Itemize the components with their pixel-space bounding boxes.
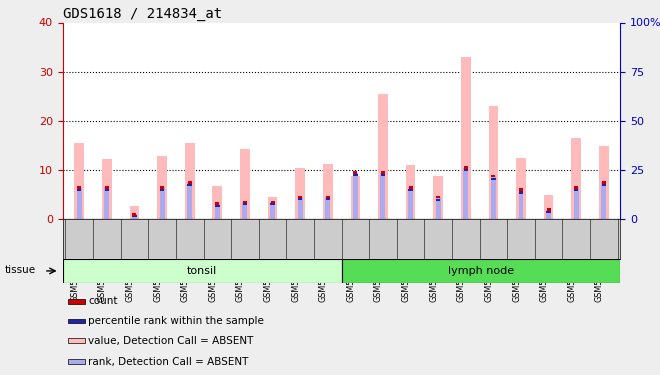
Bar: [492, 175, 496, 177]
Bar: [160, 188, 164, 219]
Bar: [463, 169, 468, 171]
Bar: [574, 188, 579, 219]
Bar: [519, 188, 523, 191]
Bar: [132, 214, 137, 219]
Bar: [519, 190, 523, 219]
Bar: [464, 166, 468, 169]
Bar: [243, 201, 247, 203]
Bar: [157, 156, 167, 219]
Bar: [491, 177, 496, 180]
Bar: [602, 181, 606, 184]
Bar: [295, 168, 305, 219]
Text: percentile rank within the sample: percentile rank within the sample: [88, 316, 264, 326]
Bar: [491, 176, 496, 219]
Bar: [381, 171, 385, 174]
Bar: [270, 202, 275, 219]
Bar: [187, 184, 192, 186]
Bar: [298, 197, 303, 219]
Bar: [602, 184, 606, 186]
Bar: [574, 189, 578, 191]
Text: GDS1618 / 214834_at: GDS1618 / 214834_at: [63, 8, 222, 21]
Bar: [488, 106, 498, 219]
Bar: [353, 172, 358, 219]
Bar: [242, 202, 248, 219]
Bar: [436, 199, 440, 201]
Bar: [187, 181, 191, 184]
Bar: [132, 215, 137, 217]
Bar: [68, 338, 85, 343]
Bar: [77, 186, 81, 189]
Bar: [546, 210, 551, 213]
Bar: [353, 174, 358, 176]
Bar: [105, 186, 109, 189]
Bar: [77, 188, 82, 219]
Bar: [380, 172, 385, 219]
Bar: [409, 186, 412, 189]
Bar: [406, 165, 415, 219]
Bar: [213, 186, 222, 219]
Text: tonsil: tonsil: [187, 266, 217, 276]
Bar: [350, 176, 360, 219]
Text: rank, Detection Call = ABSENT: rank, Detection Call = ABSENT: [88, 357, 249, 366]
Bar: [240, 150, 249, 219]
Text: count: count: [88, 296, 117, 306]
Bar: [214, 204, 220, 219]
Bar: [215, 205, 220, 207]
Bar: [463, 168, 469, 219]
Bar: [298, 198, 302, 200]
Bar: [271, 201, 275, 203]
Bar: [408, 188, 413, 219]
Text: lymph node: lymph node: [448, 266, 514, 276]
Bar: [601, 183, 607, 219]
Bar: [68, 318, 85, 324]
Bar: [342, 259, 620, 283]
Bar: [516, 158, 526, 219]
Bar: [546, 210, 551, 219]
Bar: [325, 198, 330, 200]
Bar: [381, 174, 385, 176]
Bar: [323, 164, 333, 219]
Bar: [378, 94, 388, 219]
Bar: [544, 195, 554, 219]
Bar: [574, 186, 578, 189]
Bar: [102, 159, 112, 219]
Bar: [353, 171, 357, 174]
Bar: [160, 189, 164, 191]
Bar: [572, 138, 581, 219]
Bar: [77, 189, 81, 191]
Bar: [187, 183, 192, 219]
Bar: [546, 208, 550, 211]
Bar: [105, 189, 109, 191]
Bar: [68, 359, 85, 364]
Bar: [325, 197, 330, 219]
Bar: [409, 189, 412, 191]
Bar: [104, 188, 110, 219]
Bar: [599, 146, 609, 219]
Bar: [160, 186, 164, 189]
Bar: [271, 203, 275, 206]
Bar: [326, 196, 330, 198]
Bar: [461, 57, 471, 219]
Bar: [75, 143, 84, 219]
Bar: [215, 202, 219, 205]
Bar: [268, 197, 277, 219]
Bar: [434, 176, 443, 219]
Bar: [129, 206, 139, 219]
Bar: [436, 197, 441, 219]
Bar: [519, 191, 523, 194]
Bar: [63, 259, 342, 283]
Bar: [133, 213, 137, 216]
Bar: [185, 143, 195, 219]
Bar: [243, 203, 247, 206]
Bar: [68, 299, 85, 304]
Bar: [298, 196, 302, 198]
Text: tissue: tissue: [5, 265, 36, 275]
Text: value, Detection Call = ABSENT: value, Detection Call = ABSENT: [88, 336, 253, 346]
Bar: [436, 196, 440, 198]
